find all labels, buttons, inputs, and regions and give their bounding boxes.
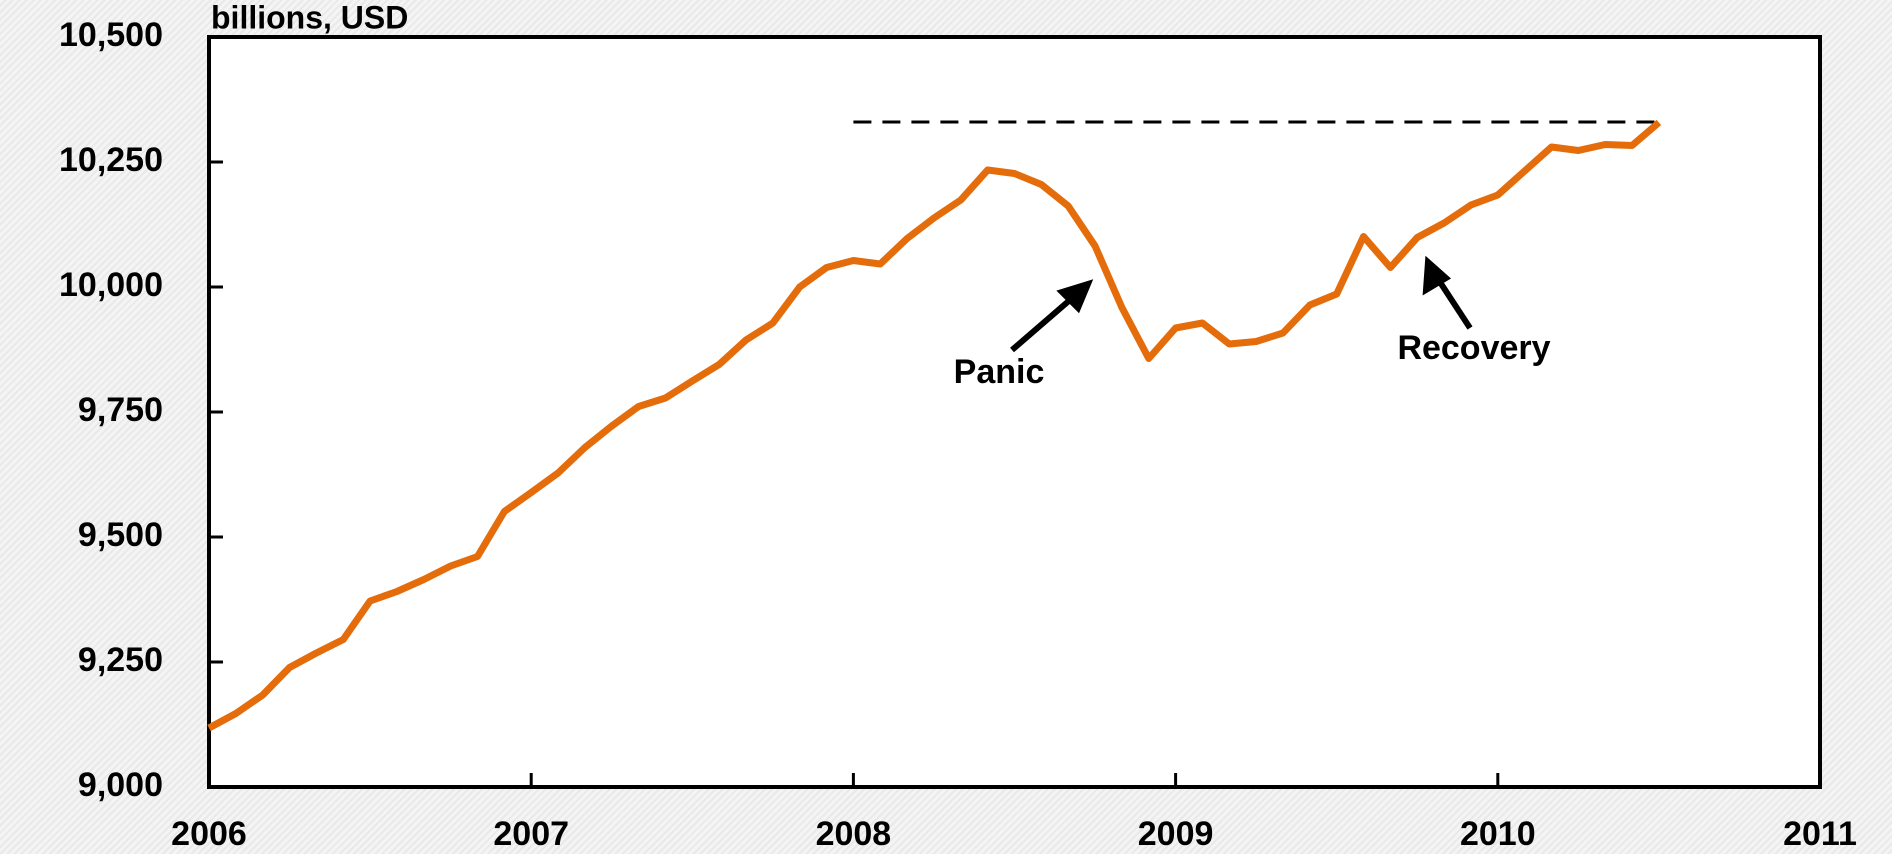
x-tick-label: 2009 xyxy=(1138,815,1214,853)
x-tick-label: 2011 xyxy=(1783,815,1857,853)
y-tick-label: 10,000 xyxy=(59,266,163,304)
y-tick-label: 10,500 xyxy=(59,16,163,54)
x-tick-label: 2008 xyxy=(816,815,892,853)
x-tick-label: 2010 xyxy=(1460,815,1536,853)
y-tick-label: 9,250 xyxy=(78,641,163,679)
chart-title: billions, USD xyxy=(211,0,408,35)
y-tick-label: 9,000 xyxy=(78,766,163,804)
arrows xyxy=(1010,255,1473,353)
y-tick-label: 9,750 xyxy=(78,391,163,429)
x-tick-label: 2007 xyxy=(493,815,569,853)
line-series xyxy=(207,119,1662,732)
arrow-head xyxy=(1422,255,1452,296)
y-tick-label: 10,250 xyxy=(59,141,163,179)
plot-area xyxy=(207,35,1822,789)
arrow-head xyxy=(1056,279,1094,314)
y-tick-label: 9,500 xyxy=(78,516,163,554)
annotation: Panic xyxy=(954,353,1045,391)
arrow xyxy=(1433,274,1473,330)
annotation: Recovery xyxy=(1397,329,1550,367)
arrow xyxy=(1010,290,1080,353)
x-tick-label: 2006 xyxy=(171,815,247,853)
